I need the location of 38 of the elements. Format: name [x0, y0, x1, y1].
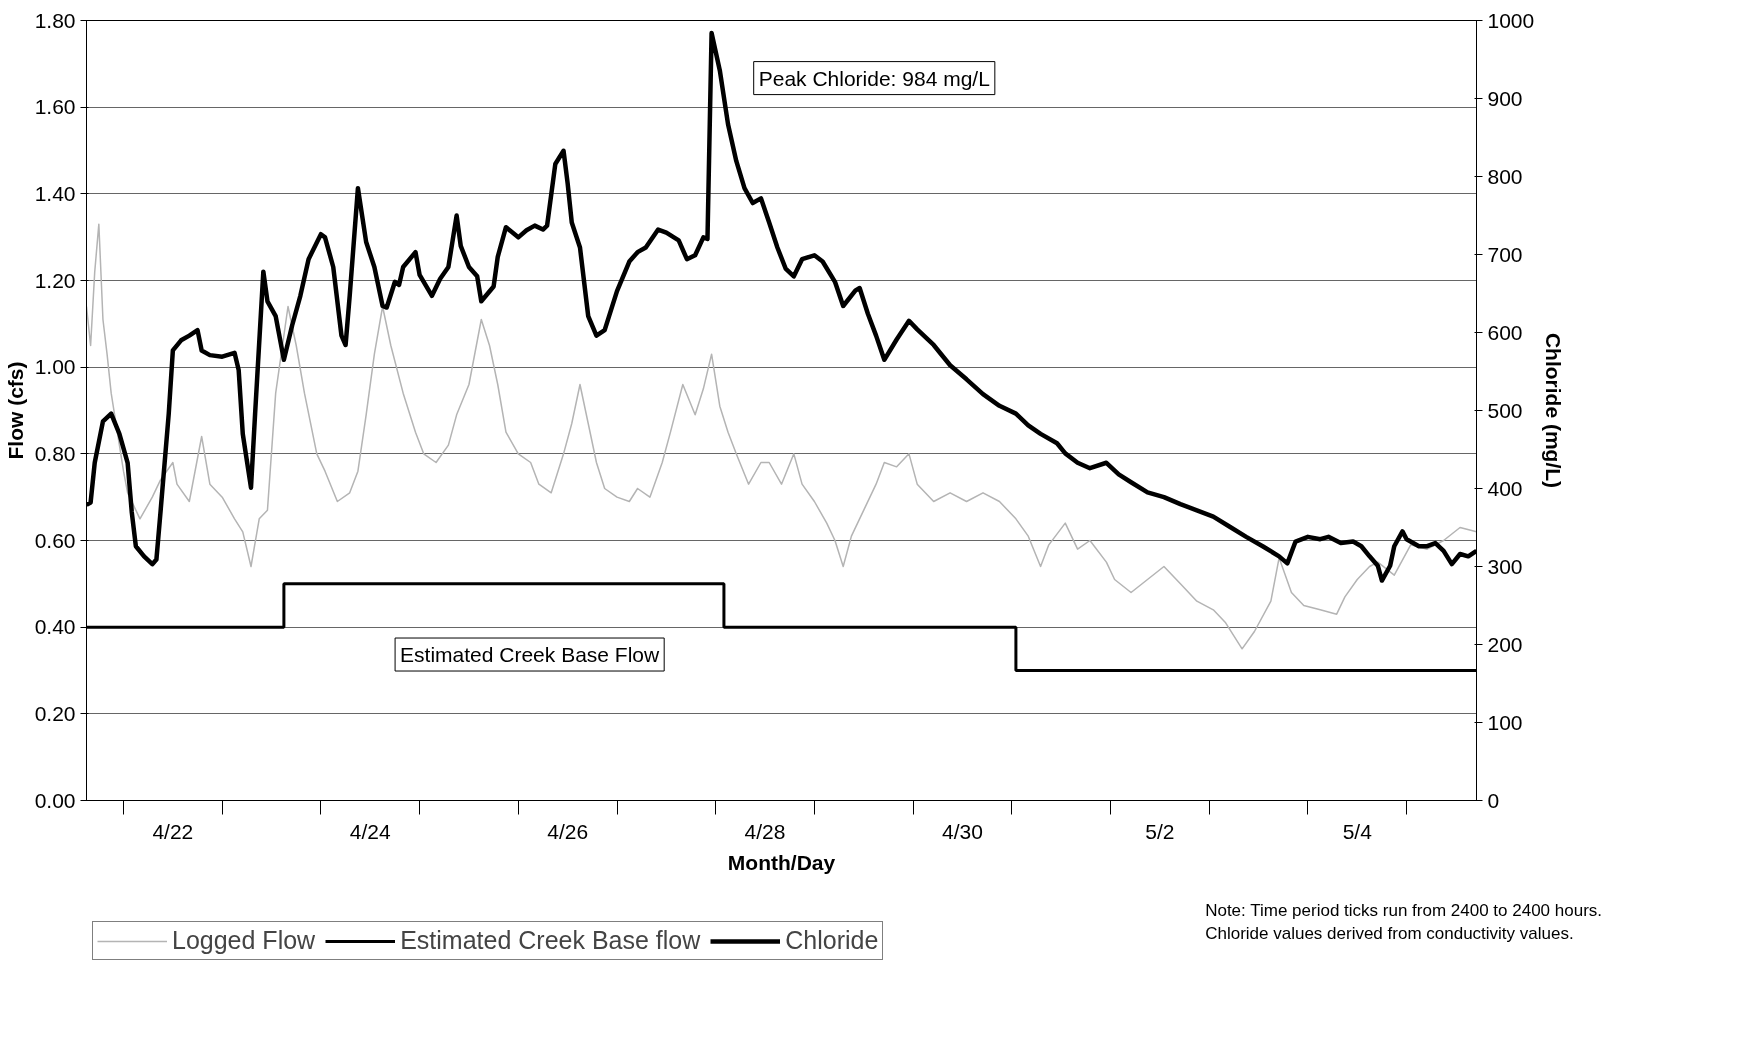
y2-tick-label: 700	[1487, 242, 1523, 266]
x-tick-label: 4/24	[349, 819, 392, 843]
y2-axis-title: Chloride (mg/L)	[1542, 332, 1566, 489]
y2-tick-label: 300	[1487, 554, 1523, 578]
y-tick-label: 0.40	[34, 615, 76, 639]
y2-tick-label: 900	[1487, 86, 1523, 110]
y-tick-label: 1.00	[34, 355, 76, 379]
y-tick-label: 1.60	[34, 95, 76, 119]
x-axis-title: Month/Day	[727, 850, 836, 874]
x-tick-label: 4/26	[547, 819, 589, 843]
y-axis-title: Flow (cfs)	[3, 361, 27, 460]
x-tick-label: 5/4	[1342, 819, 1373, 843]
y2-tick-label: 100	[1487, 710, 1523, 734]
annotation: Peak Chloride: 984 mg/L	[758, 66, 990, 90]
legend-label: Logged Flow	[172, 926, 316, 955]
y2-tick-label: 1000	[1487, 8, 1535, 32]
text: Chloride values derived from conductivity values.	[1205, 923, 1574, 943]
y-tick-label: 0.60	[34, 528, 76, 552]
y-tick-label: 1.20	[34, 268, 76, 292]
y2-tick-label: 500	[1487, 398, 1523, 422]
y2-tick-label: 800	[1487, 164, 1523, 188]
y-tick-label: 1.40	[34, 181, 76, 205]
x-tick-label: 4/22	[152, 819, 194, 843]
text: Note: Time period ticks run from 2400 to 2400 hours.	[1205, 901, 1603, 921]
y2-tick-label: 600	[1487, 320, 1523, 344]
legend-label: Estimated Creek Base flow	[400, 926, 701, 955]
y-tick-label: 0.20	[34, 701, 76, 725]
legend-label: Chloride	[785, 926, 879, 955]
x-tick-label: 4/28	[744, 819, 786, 843]
x-tick-label: 5/2	[1145, 819, 1175, 843]
x-tick-label: 4/30	[942, 819, 983, 843]
y2-tick-label: 0	[1487, 788, 1500, 812]
y2-tick-label: 400	[1487, 476, 1523, 500]
y-tick-label: 0.00	[34, 788, 76, 812]
y-tick-label: 1.80	[34, 8, 76, 32]
annotation: Estimated Creek Base Flow	[400, 643, 661, 667]
y-tick-label: 0.80	[34, 441, 76, 465]
y2-tick-label: 200	[1487, 632, 1523, 656]
